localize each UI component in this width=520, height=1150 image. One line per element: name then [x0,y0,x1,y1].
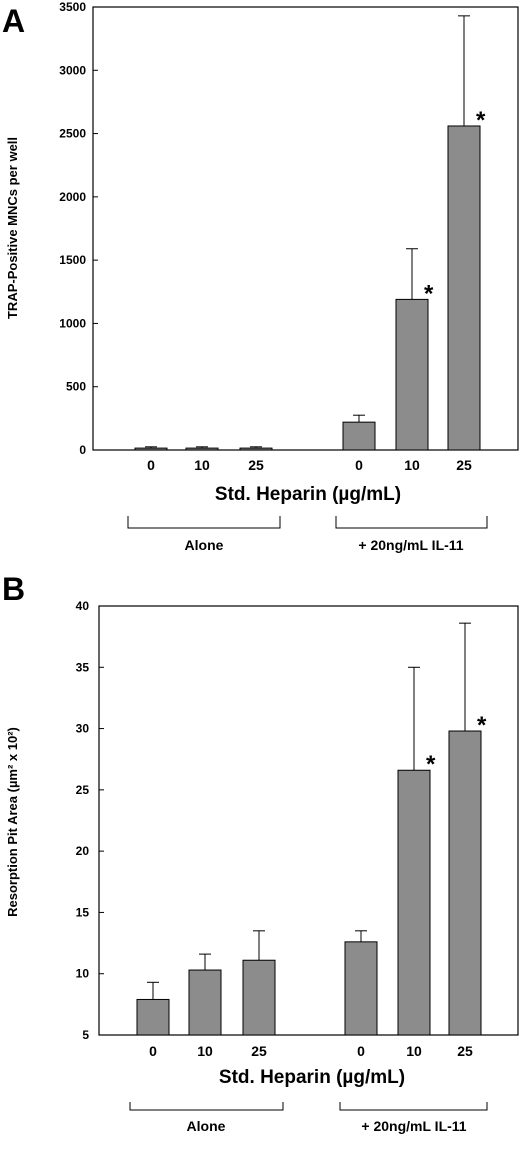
panel-b-plot-area: 5 10 15 20 25 30 35 40 0 10 25 0 10 * 25 * [76,599,487,1059]
panel-b-group-bracket-il11 [339,1102,488,1111]
panel-b-bar [136,998,170,1036]
panel-b-y-tick-label: 15 [76,905,90,919]
panel-b-y-tick-label: 40 [76,599,90,613]
panel-a-y-axis-label: TRAP-Positive MNCs per well [5,137,20,319]
panel-b-label: B [2,571,25,607]
panel-a-x-tick-label: 10 [404,457,420,473]
panel-a-y-tick-label: 1000 [59,316,86,330]
panel-b-y-tick-label: 25 [76,783,90,797]
panel-b-bar [242,959,276,1036]
panel-a-y-tick-label: 2500 [59,127,86,141]
panel-a-bar [185,447,219,451]
panel-a-x-tick-label: 0 [355,457,363,473]
panel-b-y-tick-label: 20 [76,844,90,858]
panel-b-significance-marker: * [426,751,436,778]
panel-a-group-label-alone: Alone [185,537,224,553]
panel-a-group-bracket-alone [127,516,281,529]
panel-a-bar [239,447,273,451]
panel-a-y-tick-label: 0 [79,443,86,457]
panel-b-y-tick-label: 5 [82,1028,89,1042]
panel-b-y-tick-label: 30 [76,722,90,736]
panel-a-significance-marker: * [476,107,486,134]
panel-b-x-tick-label: 0 [149,1043,157,1059]
panel-a-bar [342,421,376,451]
panel-b-x-tick-label: 25 [457,1043,473,1059]
panel-b-group-label-il11: + 20ng/mL IL-11 [361,1118,466,1134]
panel-b: B Resorption Pit Area (µm² x 10²) Std. H… [2,571,519,1134]
panel-a-y-tick-label: 500 [66,380,86,394]
panel-a-y-tick-label: 3500 [59,0,86,14]
panel-a-y-tick-label: 3000 [59,63,86,77]
panel-b-bar [344,941,378,1036]
panel-a-group-bracket-il11 [335,516,488,529]
panel-b-bar [448,730,482,1036]
panel-b-x-tick-label: 10 [197,1043,213,1059]
panel-a-x-tick-label: 10 [194,457,210,473]
panel-b-y-tick-label: 10 [76,967,90,981]
panel-b-plot-frame [98,605,519,1036]
panel-a-bar [447,125,481,451]
panel-a-plot-area: 0 500 1000 1500 2000 2500 3000 3500 0 10 25 0 10 * 25 * [59,0,486,473]
panel-a-x-tick-label: 0 [147,457,155,473]
panel-a-bar [395,298,429,451]
panel-a: A TRAP-Positive MNCs per well Std. Hepar… [2,0,519,553]
panel-b-x-tick-label: 25 [251,1043,267,1059]
panel-b-x-tick-label: 10 [406,1043,422,1059]
panel-b-group-label-alone: Alone [187,1118,226,1134]
panel-b-group-bracket-alone [129,1102,284,1111]
panel-a-plot-frame [92,6,519,451]
panel-a-significance-marker: * [424,280,434,307]
panel-a-y-tick-label: 1500 [59,253,86,267]
panel-b-x-tick-label: 0 [357,1043,365,1059]
panel-a-bar [134,447,168,451]
panel-b-y-axis-label: Resorption Pit Area (µm² x 10²) [5,727,20,917]
panel-b-bar [397,769,431,1036]
panel-a-x-axis-label: Std. Heparin (µg/mL) [215,484,401,505]
panel-b-y-tick-label: 35 [76,660,90,674]
panel-a-group-label-il11: + 20ng/mL IL-11 [358,537,463,553]
panel-b-bar [188,969,222,1036]
panel-b-significance-marker: * [477,712,487,739]
panel-a-label: A [2,3,25,39]
panel-a-y-tick-label: 2000 [59,190,86,204]
panel-b-x-axis-label: Std. Heparin (µg/mL) [219,1067,405,1088]
panel-a-x-tick-label: 25 [248,457,264,473]
panel-a-x-tick-label: 25 [456,457,472,473]
